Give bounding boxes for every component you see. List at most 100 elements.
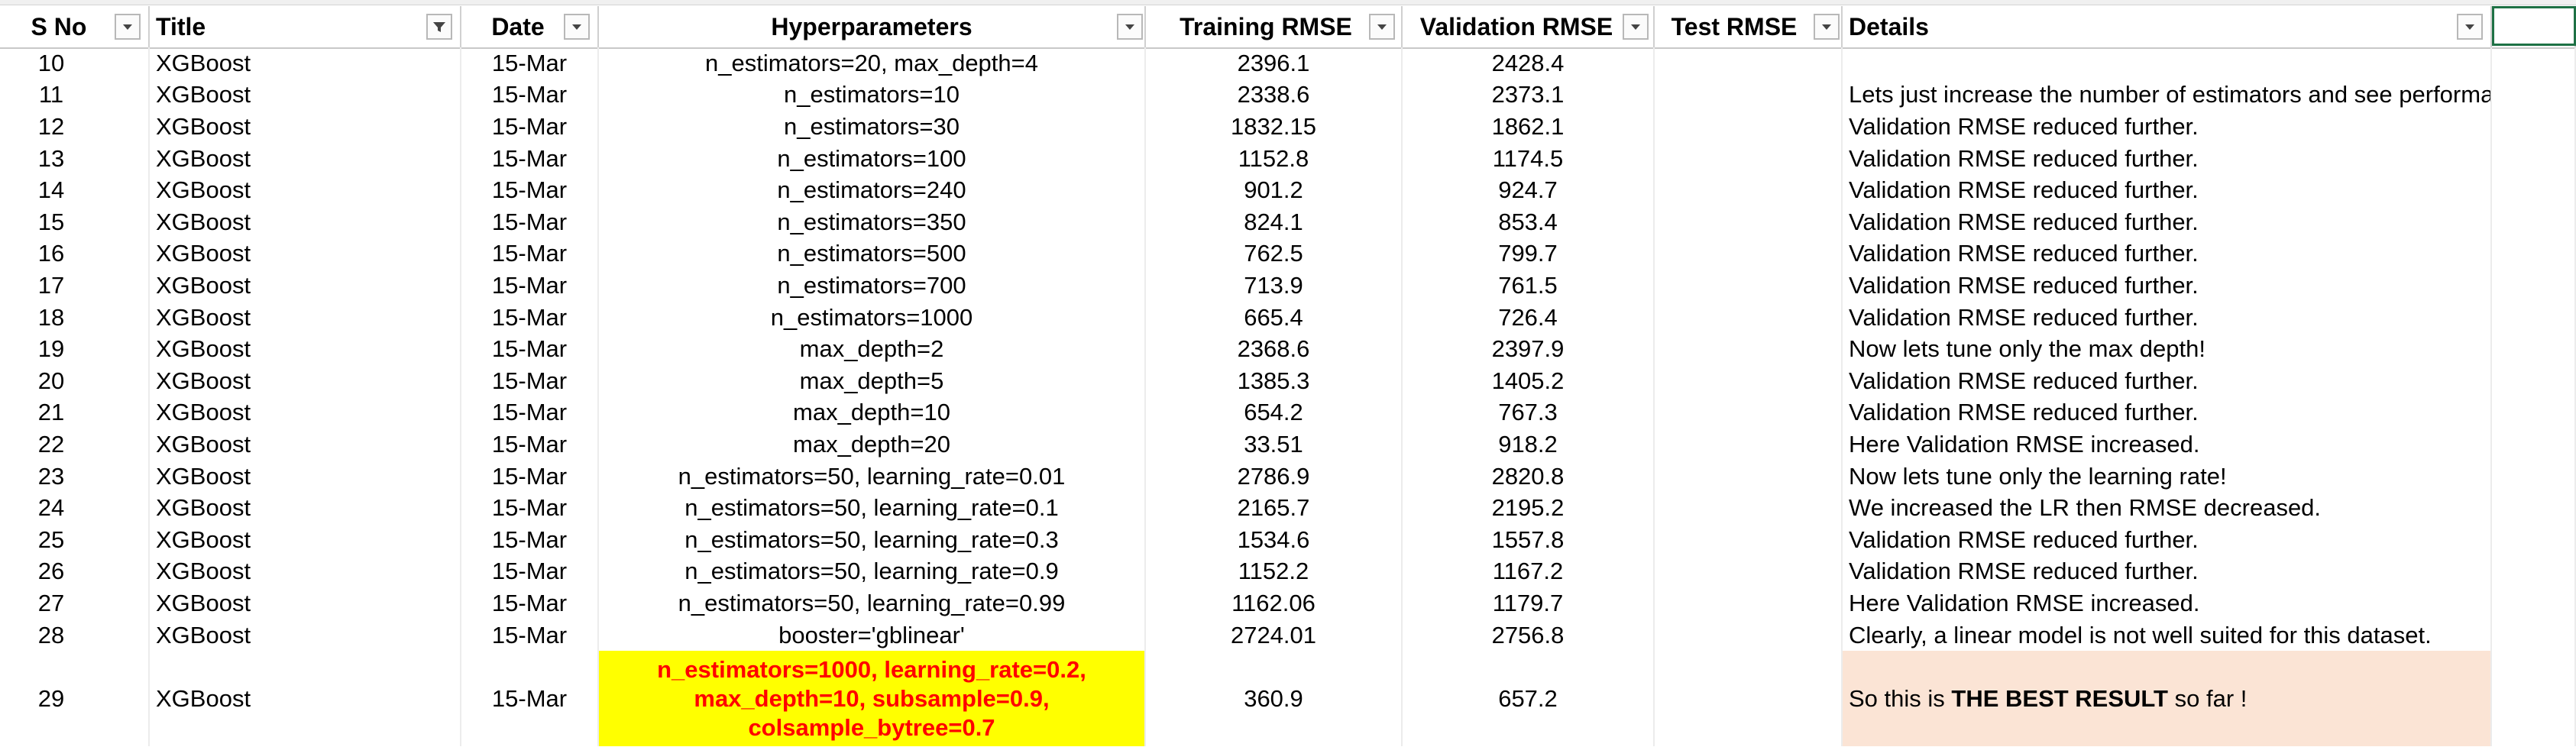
cell-date[interactable]: 15-Mar [461,174,599,206]
cell-validation-rmse[interactable]: 1405.2 [1403,365,1655,397]
cell-title[interactable]: XGBoost [150,270,461,302]
cell-details[interactable]: Validation RMSE reduced further. [1843,555,2492,588]
cell-empty[interactable] [2492,524,2576,556]
cell-empty[interactable] [2492,174,2576,206]
cell-hyperparameters[interactable]: n_estimators=50, learning_rate=0.1 [599,492,1146,524]
cell-hyperparameters[interactable]: n_estimators=50, learning_rate=0.3 [599,524,1146,556]
filter-button-sno[interactable] [115,14,141,40]
cell-validation-rmse[interactable]: 918.2 [1403,428,1655,461]
header-sno[interactable]: S No [0,6,150,47]
cell-title[interactable]: XGBoost [150,587,461,619]
cell-details[interactable]: Validation RMSE reduced further. [1843,206,2492,238]
cell-sno[interactable]: 17 [0,270,150,302]
cell-title[interactable]: XGBoost [150,396,461,429]
cell-test-rmse[interactable] [1655,174,1843,206]
cell-sno[interactable]: 10 [0,47,150,79]
cell-empty[interactable] [2492,333,2576,365]
cell-title[interactable]: XGBoost [150,142,461,175]
cell-training-rmse[interactable]: 654.2 [1146,396,1403,429]
header-date[interactable]: Date [461,6,599,47]
cell-validation-rmse[interactable]: 2373.1 [1403,79,1655,112]
cell-title[interactable]: XGBoost [150,428,461,461]
cell-validation-rmse[interactable]: 1179.7 [1403,587,1655,619]
cell-title[interactable]: XGBoost [150,619,461,652]
cell-sno[interactable]: 23 [0,460,150,493]
cell-date[interactable]: 15-Mar [461,47,599,79]
cell-sno[interactable]: 19 [0,333,150,365]
cell-sno[interactable]: 20 [0,365,150,397]
filter-button-title[interactable] [426,14,452,40]
cell-title[interactable]: XGBoost [150,111,461,143]
cell-empty[interactable] [2492,142,2576,175]
cell-hyperparameters[interactable]: max_depth=2 [599,333,1146,365]
header-test-rmse[interactable]: Test RMSE [1655,6,1843,47]
cell-hyperparameters-best[interactable]: n_estimators=1000, learning_rate=0.2, max… [599,651,1146,747]
cell-test-rmse[interactable] [1655,365,1843,397]
cell-validation-rmse[interactable]: 924.7 [1403,174,1655,206]
cell-title[interactable]: XGBoost [150,79,461,112]
cell-title[interactable]: XGBoost [150,524,461,556]
cell-details[interactable]: Clearly, a linear model is not well suit… [1843,619,2492,652]
cell-date[interactable]: 15-Mar [461,524,599,556]
cell-empty[interactable] [2492,206,2576,238]
cell-date[interactable]: 15-Mar [461,301,599,334]
cell-empty[interactable] [2492,587,2576,619]
cell-training-rmse[interactable]: 665.4 [1146,301,1403,334]
cell-details[interactable]: Validation RMSE reduced further. [1843,396,2492,429]
cell-details[interactable]: Validation RMSE reduced further. [1843,238,2492,270]
cell-hyperparameters[interactable]: n_estimators=30 [599,111,1146,143]
cell-validation-rmse[interactable]: 1557.8 [1403,524,1655,556]
cell-validation-rmse[interactable]: 761.5 [1403,270,1655,302]
cell-empty[interactable] [2492,238,2576,270]
cell-details[interactable]: Now lets tune only the max depth! [1843,333,2492,365]
cell-title[interactable]: XGBoost [150,555,461,588]
cell-empty[interactable] [2492,365,2576,397]
active-cell-selection[interactable] [2492,6,2576,46]
cell-hyperparameters[interactable]: n_estimators=700 [599,270,1146,302]
cell-training-rmse[interactable]: 2786.9 [1146,460,1403,493]
cell-title[interactable]: XGBoost [150,651,461,747]
cell-test-rmse[interactable] [1655,47,1843,79]
cell-validation-rmse[interactable]: 2397.9 [1403,333,1655,365]
cell-date[interactable]: 15-Mar [461,270,599,302]
cell-date[interactable]: 15-Mar [461,333,599,365]
cell-hyperparameters[interactable]: n_estimators=240 [599,174,1146,206]
cell-details[interactable] [1843,47,2492,79]
cell-training-rmse[interactable]: 33.51 [1146,428,1403,461]
cell-test-rmse[interactable] [1655,79,1843,112]
cell-date[interactable]: 15-Mar [461,651,599,747]
cell-sno[interactable]: 12 [0,111,150,143]
filter-button-hyperparameters[interactable] [1117,14,1143,40]
header-training-rmse[interactable]: Training RMSE [1146,6,1403,47]
cell-test-rmse[interactable] [1655,142,1843,175]
cell-validation-rmse[interactable]: 2820.8 [1403,460,1655,493]
cell-title[interactable]: XGBoost [150,47,461,79]
cell-validation-rmse[interactable]: 853.4 [1403,206,1655,238]
cell-training-rmse[interactable]: 1534.6 [1146,524,1403,556]
cell-training-rmse[interactable]: 2396.1 [1146,47,1403,79]
cell-test-rmse[interactable] [1655,492,1843,524]
cell-title[interactable]: XGBoost [150,301,461,334]
cell-empty[interactable] [2492,301,2576,334]
cell-test-rmse[interactable] [1655,301,1843,334]
cell-validation-rmse[interactable]: 2756.8 [1403,619,1655,652]
cell-date[interactable]: 15-Mar [461,365,599,397]
cell-details[interactable]: Validation RMSE reduced further. [1843,174,2492,206]
cell-hyperparameters[interactable]: n_estimators=50, learning_rate=0.01 [599,460,1146,493]
cell-details[interactable]: Validation RMSE reduced further. [1843,111,2492,143]
cell-hyperparameters[interactable]: n_estimators=100 [599,142,1146,175]
cell-title[interactable]: XGBoost [150,174,461,206]
cell-validation-rmse[interactable]: 726.4 [1403,301,1655,334]
cell-empty[interactable] [2492,79,2576,112]
cell-hyperparameters[interactable]: max_depth=10 [599,396,1146,429]
cell-validation-rmse[interactable]: 767.3 [1403,396,1655,429]
cell-title[interactable]: XGBoost [150,333,461,365]
cell-training-rmse[interactable]: 762.5 [1146,238,1403,270]
cell-hyperparameters[interactable]: max_depth=5 [599,365,1146,397]
cell-empty[interactable] [2492,619,2576,652]
cell-title[interactable]: XGBoost [150,238,461,270]
cell-details[interactable]: Validation RMSE reduced further. [1843,270,2492,302]
filter-button-date[interactable] [564,14,590,40]
cell-date[interactable]: 15-Mar [461,555,599,588]
cell-training-rmse[interactable]: 2165.7 [1146,492,1403,524]
